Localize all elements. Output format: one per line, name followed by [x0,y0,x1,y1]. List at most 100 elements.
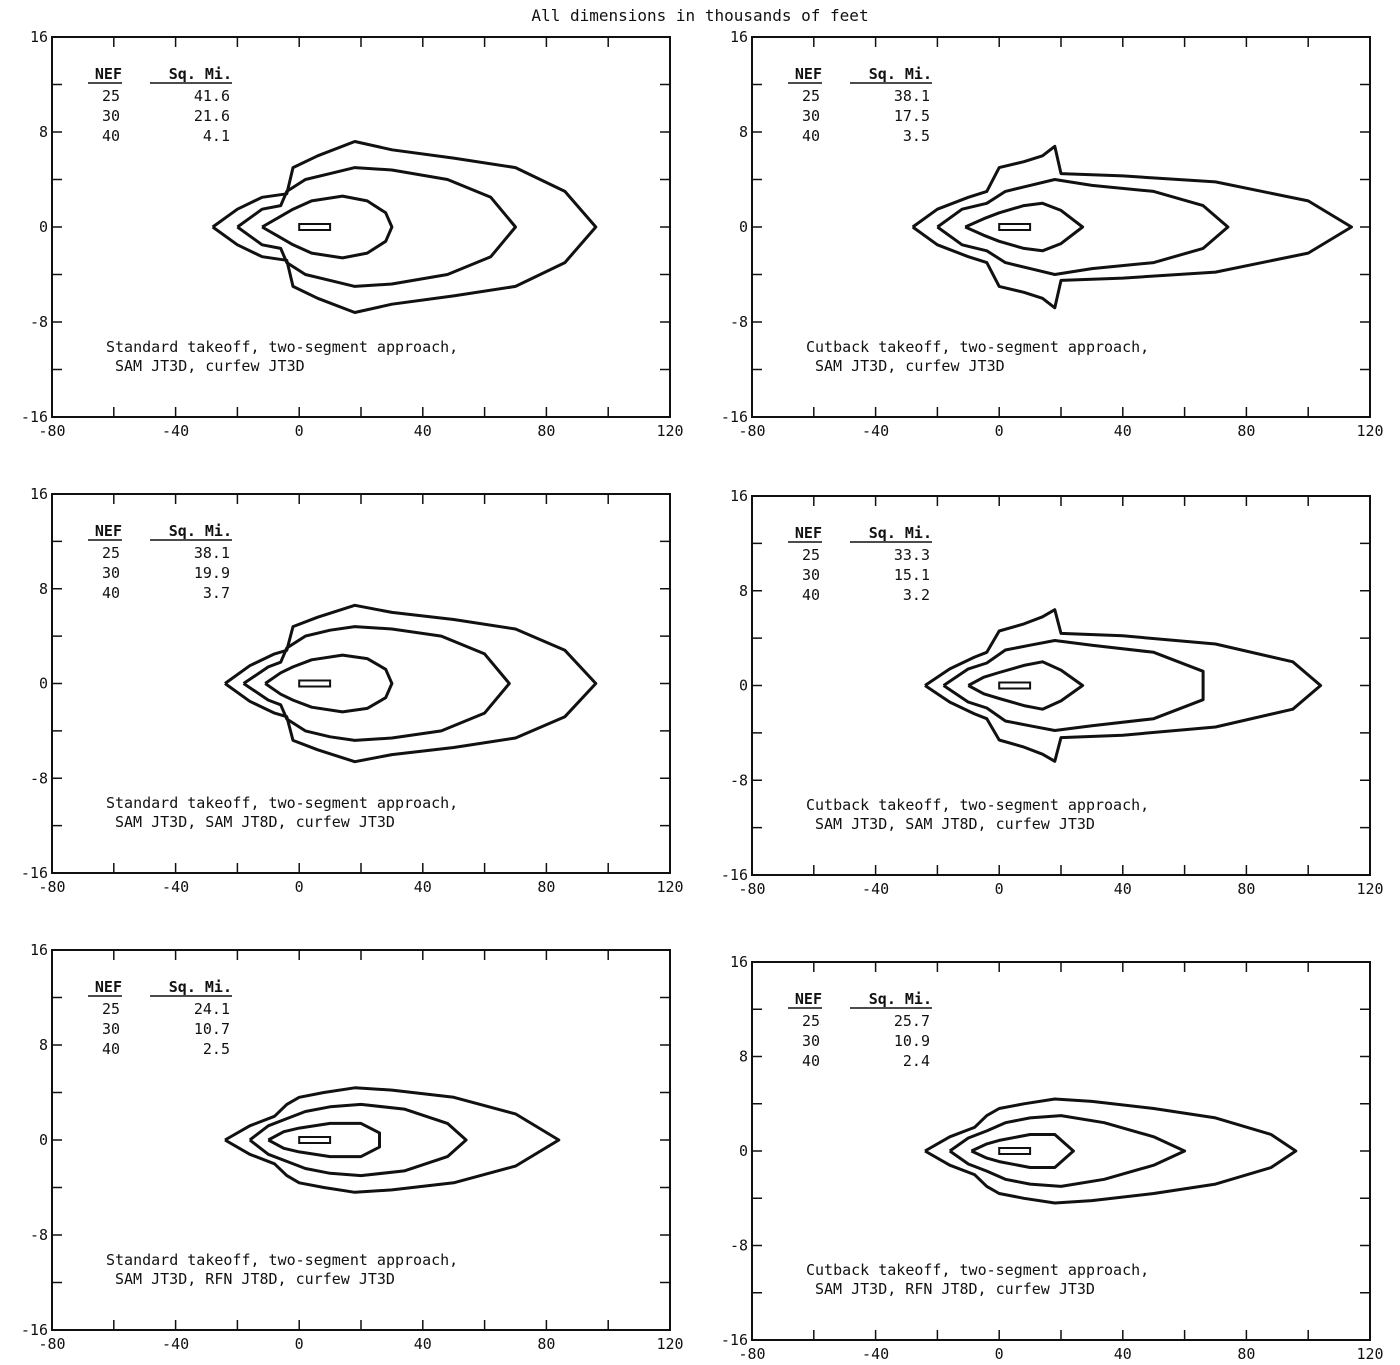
table-area-value: 24.1 [194,1000,230,1018]
x-tick-label: -40 [862,880,889,898]
table-header-nef: NEF [795,990,822,1008]
y-tick-label: 16 [30,941,48,959]
x-tick-label: 80 [1237,422,1255,440]
panel-caption: SAM JT3D, SAM JT8D, curfew JT3D [815,815,1095,833]
y-tick-label: 8 [739,582,748,600]
contour-nef-30 [942,639,1205,732]
y-tick-label: 0 [39,218,48,236]
contour-nef-25 [911,144,1353,310]
table-area-value: 3.7 [203,584,230,602]
table-area-value: 38.1 [194,544,230,562]
runway-marker [998,681,1032,690]
contour-nef-25 [224,1086,561,1194]
y-tick-label: -8 [730,313,748,331]
table-nef-value: 25 [102,1000,120,1018]
table-area-value: 19.9 [194,564,230,582]
contour-nef-25 [224,603,598,764]
x-tick-label: -80 [38,878,65,896]
contour-nef-40 [264,653,394,714]
table-header-nef: NEF [95,65,122,83]
x-tick-label: 40 [414,878,432,896]
x-tick-label: 40 [414,1335,432,1353]
runway-marker [998,223,1032,231]
table-area-value: 10.7 [194,1020,230,1038]
table-area-value: 10.9 [894,1032,930,1050]
table-nef-value: 25 [802,87,820,105]
table-area-value: 4.1 [203,127,230,145]
runway-marker [298,1136,332,1144]
table-header-area: Sq. Mi. [169,65,232,83]
table-header-area: Sq. Mi. [869,524,932,542]
table-header-nef: NEF [795,65,822,83]
x-tick-label: 80 [1237,1345,1255,1363]
x-tick-label: -80 [38,1335,65,1353]
x-tick-label: 120 [1356,880,1383,898]
table-area-value: 2.5 [203,1040,230,1058]
contour-nef-30 [242,625,511,742]
y-tick-label: 8 [739,123,748,141]
y-tick-label: -16 [721,866,748,884]
runway-marker [298,223,332,231]
table-nef-value: 25 [102,87,120,105]
x-tick-label: 120 [656,878,683,896]
x-tick-label: -40 [162,1335,189,1353]
y-tick-label: -8 [30,1226,48,1244]
x-tick-label: 120 [656,1335,683,1353]
y-tick-label: -8 [30,313,48,331]
x-tick-label: 80 [537,878,555,896]
table-nef-value: 40 [102,1040,120,1058]
contour-nef-30 [236,166,517,288]
table-nef-value: 25 [802,1012,820,1030]
contour-nef-40 [964,201,1085,253]
figure-header: All dimensions in thousands of feet [531,6,869,25]
table-nef-value: 30 [802,107,820,125]
table-nef-value: 30 [802,566,820,584]
table-area-value: 3.5 [903,127,930,145]
y-tick-label: -16 [21,1321,48,1339]
table-area-value: 3.2 [903,586,930,604]
panel-caption: SAM JT3D, SAM JT8D, curfew JT3D [115,813,395,831]
y-tick-label: 8 [739,1048,748,1066]
y-tick-label: 0 [739,1142,748,1160]
x-tick-label: 80 [537,1335,555,1353]
panel-caption: SAM JT3D, curfew JT3D [115,357,305,375]
table-nef-value: 30 [102,564,120,582]
table-nef-value: 40 [802,586,820,604]
y-tick-label: -16 [21,864,48,882]
y-tick-label: 16 [30,28,48,46]
runway-marker [998,1147,1032,1155]
table-nef-value: 25 [802,546,820,564]
x-tick-label: -80 [738,1345,765,1363]
x-tick-label: 80 [1237,880,1255,898]
table-area-value: 2.4 [903,1052,930,1070]
contour-nef-30 [948,1114,1187,1188]
x-tick-label: -80 [738,880,765,898]
y-tick-label: -8 [730,1237,748,1255]
x-tick-label: 40 [414,422,432,440]
y-tick-label: 16 [730,487,748,505]
table-area-value: 15.1 [894,566,930,584]
table-header-area: Sq. Mi. [169,978,232,996]
contour-nef-25 [924,608,1323,763]
contour-nef-30 [248,1102,468,1178]
y-tick-label: -16 [721,408,748,426]
panel-caption: SAM JT3D, RFN JT8D, curfew JT3D [815,1280,1095,1298]
table-nef-value: 30 [802,1032,820,1050]
y-tick-label: -8 [730,771,748,789]
panel-caption: Cutback takeoff, two-segment approach, [806,338,1149,356]
x-tick-label: -40 [162,878,189,896]
table-area-value: 38.1 [894,87,930,105]
table-area-value: 21.6 [194,107,230,125]
y-tick-label: 0 [39,675,48,693]
contour-nef-25 [211,140,598,314]
table-nef-value: 30 [102,107,120,125]
table-nef-value: 30 [102,1020,120,1038]
x-tick-label: 0 [295,422,304,440]
x-tick-label: 120 [1356,1345,1383,1363]
table-area-value: 33.3 [894,546,930,564]
table-nef-value: 40 [102,127,120,145]
